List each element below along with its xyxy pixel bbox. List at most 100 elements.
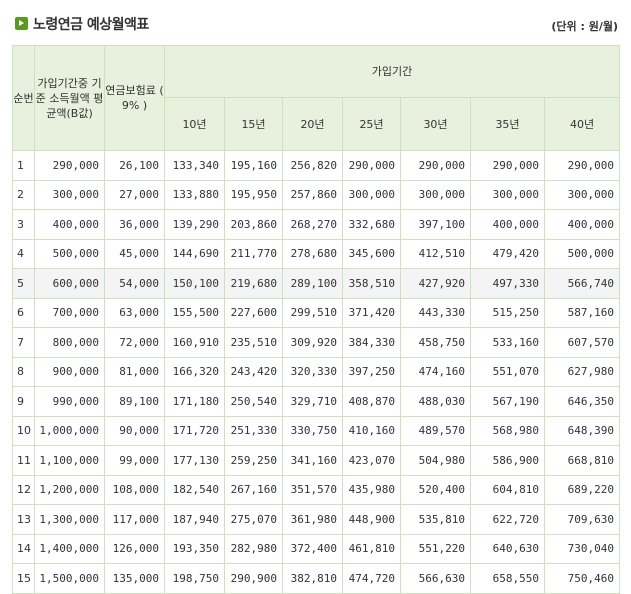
pension-amount-cell: 139,290 [164,209,225,240]
table-row: 3 400,000 36,000 139,290 203,860 268,270 332,6… [12,209,621,240]
pension-amount-cell: 750,460 [543,563,621,594]
income-cell: 600,000 [34,268,105,299]
pension-amount-cell: 435,980 [342,474,401,505]
row-number: 4 [12,238,35,269]
header-year: 25년 [342,97,401,151]
pension-amount-cell: 640,630 [470,533,545,564]
pension-amount-cell: 290,900 [224,563,283,594]
premium-cell: 126,000 [104,533,165,564]
pension-amount-cell: 384,330 [342,327,401,358]
table-body: 1 290,000 26,100 133,340 195,160 256,820 290,0… [12,150,621,594]
premium-cell: 26,100 [104,150,165,181]
income-cell: 1,300,000 [34,504,105,535]
pension-amount-cell: 299,510 [282,297,343,328]
pension-amount-cell: 520,400 [400,474,471,505]
pension-amount-cell: 341,160 [282,445,343,476]
pension-table: 순번 가입기간중 기준 소득월액 평균액(B값) 연금보험료 ( 9% ) 가입… [12,45,621,594]
income-cell: 1,100,000 [34,445,105,476]
income-cell: 1,200,000 [34,474,105,505]
table-row: 9 990,000 89,100 171,180 250,540 329,710 408,8… [12,386,621,417]
pension-amount-cell: 195,950 [224,179,283,210]
header-year: 20년 [282,97,343,151]
row-number: 10 [12,415,35,446]
row-number: 14 [12,533,35,564]
pension-amount-cell: 300,000 [400,179,471,210]
premium-cell: 54,000 [104,268,165,299]
row-number: 6 [12,297,35,328]
pension-amount-cell: 195,160 [224,150,283,181]
pension-amount-cell: 219,680 [224,268,283,299]
row-number: 9 [12,386,35,417]
pension-amount-cell: 332,680 [342,209,401,240]
pension-amount-cell: 535,810 [400,504,471,535]
income-cell: 1,500,000 [34,563,105,594]
pension-amount-cell: 566,740 [543,268,621,299]
table-row: 11 1,100,000 99,000 177,130 259,250 341,160 42… [12,445,621,476]
table-row: 4 500,000 45,000 144,690 211,770 278,680 345,6… [12,238,621,269]
pension-amount-cell: 268,270 [282,209,343,240]
header-year: 35년 [470,97,545,151]
table-row: 13 1,300,000 117,000 187,940 275,070 361,980 4… [12,504,621,535]
pension-amount-cell: 290,000 [400,150,471,181]
income-cell: 400,000 [34,209,105,240]
pension-amount-cell: 567,190 [470,386,545,417]
pension-amount-cell: 309,920 [282,327,343,358]
pension-amount-cell: 193,350 [164,533,225,564]
header-seq: 순번 [12,45,35,151]
pension-amount-cell: 166,320 [164,356,225,387]
row-number: 15 [12,563,35,594]
pension-amount-cell: 160,910 [164,327,225,358]
pension-amount-cell: 587,160 [543,297,621,328]
premium-cell: 36,000 [104,209,165,240]
pension-amount-cell: 504,980 [400,445,471,476]
pension-amount-cell: 709,630 [543,504,621,535]
row-number: 2 [12,179,35,210]
page-title: 노령연금 예상월액표 [33,17,149,33]
pension-amount-cell: 474,160 [400,356,471,387]
pension-amount-cell: 400,000 [543,209,621,240]
pension-amount-cell: 397,100 [400,209,471,240]
pension-amount-cell: 361,980 [282,504,343,535]
premium-cell: 81,000 [104,356,165,387]
header-period: 가입기간 [163,45,621,98]
pension-amount-cell: 250,540 [224,386,283,417]
table-row: 15 1,500,000 135,000 198,750 290,900 382,810 4… [12,563,621,594]
pension-amount-cell: 371,420 [342,297,401,328]
pension-amount-cell: 423,070 [342,445,401,476]
pension-amount-cell: 171,180 [164,386,225,417]
premium-cell: 117,000 [104,504,165,535]
table-row: 12 1,200,000 108,000 182,540 267,160 351,570 4… [12,474,621,505]
pension-amount-cell: 488,030 [400,386,471,417]
row-number: 8 [12,356,35,387]
row-number: 5 [12,268,35,299]
income-cell: 1,000,000 [34,415,105,446]
pension-amount-cell: 646,350 [543,386,621,417]
pension-amount-cell: 400,000 [470,209,545,240]
pension-amount-cell: 351,570 [282,474,343,505]
pension-amount-cell: 604,810 [470,474,545,505]
pension-amount-cell: 500,000 [543,238,621,269]
pension-amount-cell: 150,100 [164,268,225,299]
pension-amount-cell: 443,330 [400,297,471,328]
pension-amount-cell: 408,870 [342,386,401,417]
premium-cell: 108,000 [104,474,165,505]
pension-amount-cell: 251,330 [224,415,283,446]
premium-cell: 90,000 [104,415,165,446]
table-row: 7 800,000 72,000 160,910 235,510 309,920 384,3… [12,327,621,358]
pension-amount-cell: 479,420 [470,238,545,269]
pension-amount-cell: 290,000 [470,150,545,181]
pension-amount-cell: 243,420 [224,356,283,387]
header-year: 15년 [224,97,283,151]
pension-amount-cell: 177,130 [164,445,225,476]
pension-amount-cell: 329,710 [282,386,343,417]
table-row: 8 900,000 81,000 166,320 243,420 320,330 397,2… [12,356,621,387]
pension-amount-cell: 187,940 [164,504,225,535]
income-cell: 500,000 [34,238,105,269]
premium-cell: 72,000 [104,327,165,358]
pension-amount-cell: 668,810 [543,445,621,476]
pension-amount-cell: 290,000 [342,150,401,181]
premium-cell: 89,100 [104,386,165,417]
row-number: 3 [12,209,35,240]
pension-amount-cell: 155,500 [164,297,225,328]
pension-amount-cell: 267,160 [224,474,283,505]
